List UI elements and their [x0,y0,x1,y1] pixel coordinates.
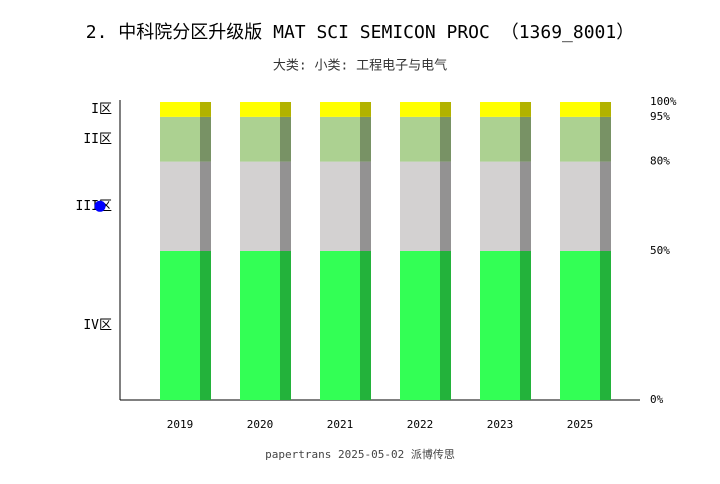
bar-segment [560,116,611,162]
bar-segment [400,116,451,162]
bar-segment [480,116,531,162]
bar-segment [560,102,611,117]
bar-shade [520,102,531,117]
bar-shade [200,116,211,162]
point [94,200,106,212]
bar-shade [600,161,611,251]
bar-shade [200,161,211,251]
bar-shade [520,161,531,251]
bar-segment [400,102,451,117]
bar-segment [400,251,451,400]
bar-shade [440,116,451,162]
x-tick-label: 2023 [487,418,514,431]
y-tick-label: 80% [650,155,670,168]
bar-segment [560,161,611,251]
bar-shade [280,102,291,117]
y-tick-label: 50% [650,244,670,257]
bar-segment [320,116,371,162]
bar-shade [440,251,451,400]
chart-title: 2. 中科院分区升级版 MAT SCI SEMICON PROC （1369_8… [86,22,634,43]
bar-shade [600,116,611,162]
bar-shade [360,102,371,117]
bar-segment [240,116,291,162]
bar-segment [320,161,371,251]
bar-shade [280,116,291,162]
bar-segment [240,161,291,251]
zone-label: IV区 [83,318,112,333]
bar-segment [480,102,531,117]
bar-segment [320,251,371,400]
bar-segment [480,251,531,400]
footer: papertrans 2025-05-02 派博传思 [265,448,455,461]
bar-segment [480,161,531,251]
zone-label: I区 [91,102,112,117]
bar-shade [280,251,291,400]
y-tick-label: 100% [650,95,677,108]
bar-segment [240,251,291,400]
y-tick-label: 0% [650,393,664,406]
bar-segment [160,102,211,117]
bar-segment [560,251,611,400]
bar-segment [160,116,211,162]
x-tick-label: 2021 [327,418,354,431]
zone-label: III区 [76,199,112,214]
bar-shade [200,251,211,400]
bar-shade [520,251,531,400]
bar-shade [280,161,291,251]
x-tick-label: 2020 [247,418,274,431]
x-tick-label: 2025 [567,418,594,431]
bar-segment [160,161,211,251]
chart-subtitle: 大类: 小类: 工程电子与电气 [273,58,447,74]
bar-segment [320,102,371,117]
bar-shade [440,161,451,251]
x-tick-label: 2019 [167,418,194,431]
y-tick-label: 95% [650,110,670,123]
zone-label: II区 [83,132,112,147]
bar-segment [400,161,451,251]
bar-shade [200,102,211,117]
bar-shade [600,102,611,117]
bar-shade [360,251,371,400]
bar-segment [160,251,211,400]
bar-shade [360,161,371,251]
bar-segment [240,102,291,117]
bar-shade [440,102,451,117]
x-tick-label: 2022 [407,418,434,431]
bar-shade [360,116,371,162]
bar-shade [520,116,531,162]
bar-shade [600,251,611,400]
